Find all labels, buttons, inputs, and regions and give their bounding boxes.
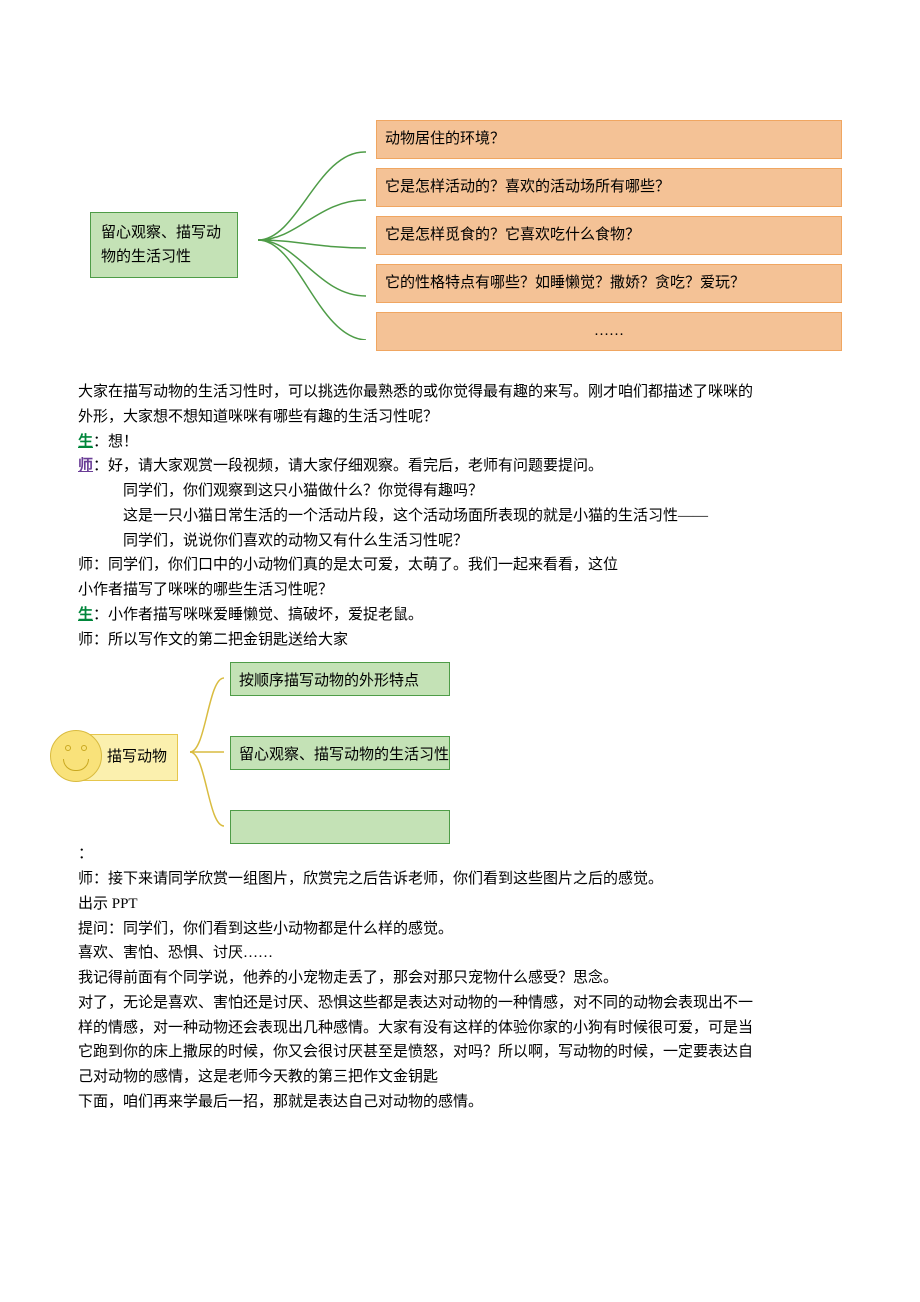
text: 下面，咱们再来学最后一招，那就是表达自己对动物的感情。 (78, 1094, 483, 1110)
brace-icon (248, 140, 368, 340)
diagram2-leaf-text: 按顺序描写动物的外形特点 (239, 673, 419, 689)
diagram1-leaf: 它是怎样觅食的？它喜欢吃什么食物？ (376, 216, 842, 255)
diagram1-leaf: 它的性格特点有哪些？如睡懒觉？撒娇？贪吃？爱玩？ (376, 264, 842, 303)
smiley-wrap (50, 730, 102, 782)
text: 喜欢、害怕、恐惧、讨厌…… (78, 945, 273, 961)
dialog-line: 师：好，请大家观赏一段视频，请大家仔细观察。看完后，老师有问题要提问。 (78, 454, 842, 479)
diagram1-leaf-text: 它是怎样活动的？喜欢的活动场所有哪些？ (385, 179, 670, 195)
text: ：小作者描写咪咪爱睡懒觉、搞破坏，爱捉老鼠。 (93, 607, 423, 623)
para-line: 它跑到你的床上撒尿的时候，你又会很讨厌甚至是愤怒，对吗？所以啊，写动物的时候，一… (78, 1040, 842, 1065)
para-line: 大家在描写动物的生活习性时，可以挑选你最熟悉的或你觉得最有趣的来写。刚才咱们都描… (78, 380, 842, 405)
diagram2-leaf-text: 留心观察、描写动物的生活习性 (239, 747, 449, 763)
text: 己对动物的感情，这是老师今天教的第三把作文金钥匙 (78, 1069, 438, 1085)
smiley-icon (50, 730, 102, 782)
text: ： (78, 846, 93, 862)
diagram2-root-text: 描写动物 (107, 749, 167, 765)
diagram2-leaf (230, 810, 450, 844)
para-line: 样的情感，对一种动物还会表现出几种感情。大家有没有这样的体验你家的小狗有时候很可… (78, 1016, 842, 1041)
para-line: 我记得前面有个同学说，他养的小宠物走丢了，那会对那只宠物什么感受？思念。 (78, 966, 842, 991)
text: 出示 PPT (78, 896, 138, 912)
diagram1-leaf-text: 它是怎样觅食的？它喜欢吃什么食物？ (385, 227, 640, 243)
dialog-line: 小作者描写了咪咪的哪些生活习性呢？ (78, 578, 842, 603)
para-line: 下面，咱们再来学最后一招，那就是表达自己对动物的感情。 (78, 1090, 842, 1115)
diagram-habits: 留心观察、描写动物的生活习性 动物居住的环境？ 它是怎样活动的？喜欢的活动场所有… (78, 120, 842, 360)
diagram1-leaf-text: …… (594, 323, 624, 339)
dialog-line: 师：同学们，你们口中的小动物们真的是太可爱，太萌了。我们一起来看看，这位 (78, 553, 842, 578)
page: 留心观察、描写动物的生活习性 动物居住的环境？ 它是怎样活动的？喜欢的活动场所有… (0, 0, 920, 1302)
para-line: 提问：同学们，你们看到这些小动物都是什么样的感觉。 (78, 917, 842, 942)
text: 它跑到你的床上撒尿的时候，你又会很讨厌甚至是愤怒，对吗？所以啊，写动物的时候，一… (78, 1044, 753, 1060)
para-line: 外形，大家想不想知道咪咪有哪些有趣的生活习性呢？ (78, 405, 842, 430)
diagram-summary: 描写动物 按顺序描写动物的外形特点 留心观察、描写动物的生活习性 (78, 662, 842, 842)
dialog-line: 这是一只小猫日常生活的一个活动片段，这个活动场面所表现的就是小猫的生活习性—— (78, 504, 842, 529)
diagram2-leaf: 留心观察、描写动物的生活习性 (230, 736, 450, 770)
diagram1-leaf: …… (376, 312, 842, 351)
student-label: 生 (78, 434, 93, 450)
text: 同学们，说说你们喜欢的动物又有什么生活习性呢？ (123, 533, 468, 549)
diagram1-leaf-text: 它的性格特点有哪些？如睡懒觉？撒娇？贪吃？爱玩？ (385, 275, 745, 291)
diagram1-leaf: 动物居住的环境？ (376, 120, 842, 159)
para-line: 己对动物的感情，这是老师今天教的第三把作文金钥匙 (78, 1065, 842, 1090)
text: 师：接下来请同学欣赏一组图片，欣赏完之后告诉老师，你们看到这些图片之后的感觉。 (78, 871, 663, 887)
dialog-line: 同学们，说说你们喜欢的动物又有什么生活习性呢？ (78, 529, 842, 554)
text: 同学们，你们观察到这只小猫做什么？你觉得有趣吗？ (123, 483, 483, 499)
text: 我记得前面有个同学说，他养的小宠物走丢了，那会对那只宠物什么感受？思念。 (78, 970, 618, 986)
para-line: 出示 PPT (78, 892, 842, 917)
text: 外形，大家想不想知道咪咪有哪些有趣的生活习性呢？ (78, 409, 438, 425)
dialog-line: 同学们，你们观察到这只小猫做什么？你觉得有趣吗？ (78, 479, 842, 504)
text: 大家在描写动物的生活习性时，可以挑选你最熟悉的或你觉得最有趣的来写。刚才咱们都描… (78, 384, 753, 400)
dialog-line: 师：接下来请同学欣赏一组图片，欣赏完之后告诉老师，你们看到这些图片之后的感觉。 (78, 867, 842, 892)
diagram1-root-text: 留心观察、描写动物的生活习性 (101, 225, 221, 265)
teacher-label: 师 (78, 458, 93, 474)
dialog-line: 生：想！ (78, 430, 842, 455)
text: 师：所以写作文的第二把金钥匙送给大家 (78, 632, 348, 648)
text: ：好，请大家观赏一段视频，请大家仔细观察。看完后，老师有问题要提问。 (93, 458, 603, 474)
para-line: 对了，无论是喜欢、害怕还是讨厌、恐惧这些都是表达对动物的一种情感，对不同的动物会… (78, 991, 842, 1016)
text: 样的情感，对一种动物还会表现出几种感情。大家有没有这样的体验你家的小狗有时候很可… (78, 1020, 753, 1036)
text: 师：同学们，你们口中的小动物们真的是太可爱，太萌了。我们一起来看看，这位 (78, 557, 618, 573)
diagram1-leaf-text: 动物居住的环境？ (385, 131, 505, 147)
dialog-line: 生：小作者描写咪咪爱睡懒觉、搞破坏，爱捉老鼠。 (78, 603, 842, 628)
student-label: 生 (78, 607, 93, 623)
text: 对了，无论是喜欢、害怕还是讨厌、恐惧这些都是表达对动物的一种情感，对不同的动物会… (78, 995, 753, 1011)
text: 这是一只小猫日常生活的一个活动片段，这个活动场面所表现的就是小猫的生活习性—— (123, 508, 708, 524)
diagram1-root-box: 留心观察、描写动物的生活习性 (90, 212, 238, 278)
para-line: 喜欢、害怕、恐惧、讨厌…… (78, 941, 842, 966)
dialog-line: 师：所以写作文的第二把金钥匙送给大家 (78, 628, 842, 653)
text: 小作者描写了咪咪的哪些生活习性呢？ (78, 582, 333, 598)
text: 提问：同学们，你们看到这些小动物都是什么样的感觉。 (78, 921, 453, 937)
text: ：想！ (93, 434, 138, 450)
diagram1-leaf: 它是怎样活动的？喜欢的活动场所有哪些？ (376, 168, 842, 207)
para-line: ： (78, 842, 842, 867)
brace-icon (186, 664, 226, 840)
diagram2-leaf: 按顺序描写动物的外形特点 (230, 662, 450, 696)
